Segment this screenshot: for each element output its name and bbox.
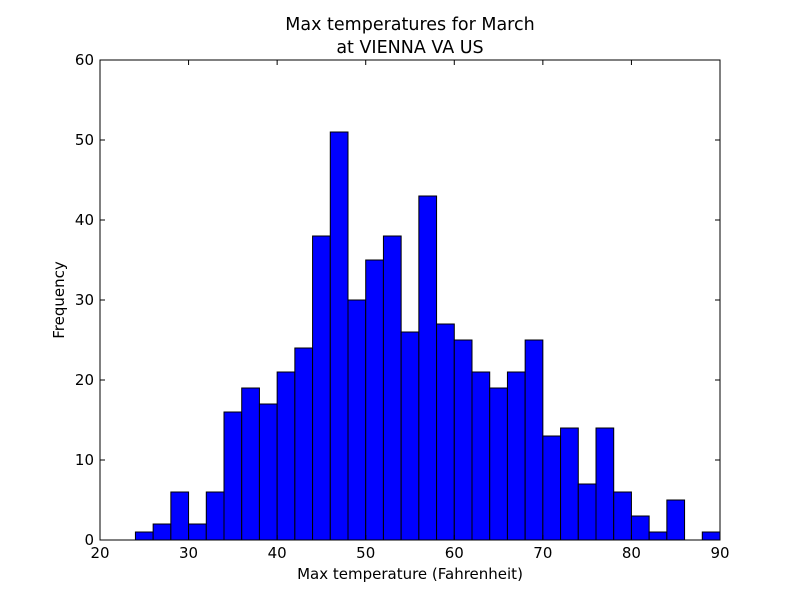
x-tick-label-7: 90 — [710, 544, 729, 562]
x-tick-label-1: 30 — [179, 544, 198, 562]
histogram-bar-3 — [188, 523, 207, 541]
x-tick-label-4: 60 — [445, 544, 464, 562]
x-tick-label-3: 50 — [356, 544, 375, 562]
x-tick-label-2: 40 — [268, 544, 287, 562]
histogram-bar-5 — [223, 411, 243, 541]
y-tick-label-0: 0 — [84, 531, 94, 549]
histogram-bar-28 — [630, 515, 650, 541]
histogram-bar-25 — [577, 483, 597, 541]
histogram-bar-10 — [312, 235, 331, 541]
y-tick-label-3: 30 — [75, 291, 94, 309]
x-tick-label-5: 70 — [533, 544, 552, 562]
histogram-bar-24 — [560, 427, 579, 541]
y-tick-label-5: 50 — [75, 131, 94, 149]
y-tick-label-2: 20 — [75, 371, 94, 389]
histogram-bar-29 — [648, 531, 668, 541]
histogram-bar-2 — [170, 491, 190, 541]
y-tick-label-1: 10 — [75, 451, 94, 469]
histogram-bar-9 — [294, 347, 314, 541]
y-tick-label-6: 60 — [75, 51, 94, 69]
histogram-bar-19 — [471, 371, 491, 541]
histogram-bar-14 — [382, 235, 402, 541]
histogram-bar-15 — [400, 331, 420, 541]
histogram-bar-13 — [365, 259, 384, 541]
histogram-bar-20 — [489, 387, 508, 541]
histogram-bar-11 — [329, 131, 349, 541]
histogram-bar-30 — [666, 499, 686, 541]
histogram-bars — [134, 131, 721, 541]
chart-title: Max temperatures for March — [285, 15, 534, 35]
axis-tick-labels: 20 30 40 50 60 70 80 90 0 10 20 30 40 50 60 — [75, 51, 730, 562]
histogram-bar-1 — [152, 523, 172, 541]
histogram-bar-16 — [418, 195, 438, 541]
histogram-bar-8 — [276, 371, 296, 541]
x-tick-label-0: 20 — [90, 544, 109, 562]
axis-ticks — [99, 59, 721, 541]
histogram-bar-6 — [241, 387, 260, 541]
histogram-bar-26 — [595, 427, 615, 541]
y-tick-label-4: 40 — [75, 211, 94, 229]
histogram-bar-23 — [542, 435, 562, 541]
histogram-bar-0 — [134, 531, 154, 541]
chart-subtitle: at VIENNA VA US — [336, 38, 483, 58]
histogram-bar-22 — [524, 339, 544, 541]
x-tick-label-6: 80 — [622, 544, 641, 562]
x-axis-label: Max temperature (Fahrenheit) — [297, 565, 523, 583]
histogram-bar-32 — [701, 531, 721, 541]
histogram-bar-18 — [453, 339, 473, 541]
histogram-bar-27 — [613, 491, 632, 541]
histogram-bar-12 — [347, 299, 367, 541]
histogram-bar-7 — [258, 403, 278, 541]
histogram-bar-17 — [436, 323, 455, 541]
y-axis-label: Frequency — [50, 261, 68, 339]
histogram-bar-4 — [205, 491, 225, 541]
histogram-bar-21 — [506, 371, 526, 541]
